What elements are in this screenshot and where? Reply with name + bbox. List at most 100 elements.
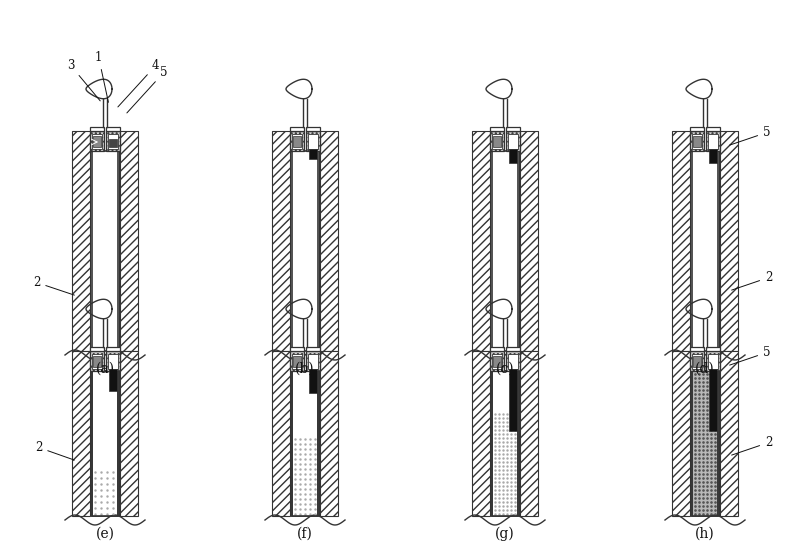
Bar xyxy=(106,127,120,131)
Bar xyxy=(492,371,518,516)
Polygon shape xyxy=(520,131,538,351)
Bar xyxy=(306,347,320,351)
Bar xyxy=(706,127,720,131)
Bar xyxy=(709,369,717,431)
Bar xyxy=(106,351,120,371)
Bar xyxy=(292,354,302,369)
Text: 5: 5 xyxy=(730,126,770,145)
Polygon shape xyxy=(272,131,290,351)
Bar xyxy=(690,347,704,351)
Bar xyxy=(493,356,501,367)
Bar xyxy=(90,131,104,151)
Text: 4: 4 xyxy=(118,59,159,107)
Bar xyxy=(92,151,118,351)
Bar xyxy=(290,351,304,371)
Bar xyxy=(490,347,504,351)
Polygon shape xyxy=(320,131,338,351)
Bar xyxy=(490,127,504,131)
Text: 2: 2 xyxy=(732,436,772,455)
Text: 2: 2 xyxy=(732,271,772,290)
Bar xyxy=(506,351,520,371)
Bar xyxy=(492,371,518,516)
Bar xyxy=(693,136,701,147)
Text: 2: 2 xyxy=(35,441,74,460)
Bar xyxy=(709,149,717,163)
Bar xyxy=(292,134,302,149)
Bar xyxy=(492,151,518,351)
Polygon shape xyxy=(720,131,738,351)
Polygon shape xyxy=(472,131,490,351)
Text: (d): (d) xyxy=(695,362,715,376)
Polygon shape xyxy=(120,131,138,351)
Bar xyxy=(293,356,301,367)
Bar xyxy=(708,134,718,149)
Bar xyxy=(306,127,320,131)
Bar xyxy=(92,371,118,516)
Bar xyxy=(509,149,517,163)
Polygon shape xyxy=(672,351,690,516)
Bar xyxy=(690,131,704,151)
Polygon shape xyxy=(720,351,738,516)
Polygon shape xyxy=(320,351,338,516)
Bar xyxy=(493,412,517,516)
Text: (a): (a) xyxy=(95,362,114,376)
Bar xyxy=(508,354,518,369)
Text: 5: 5 xyxy=(127,66,167,113)
Bar xyxy=(692,371,718,516)
Bar xyxy=(692,134,702,149)
Bar xyxy=(290,347,304,351)
Bar xyxy=(308,134,318,149)
Text: (h): (h) xyxy=(695,527,715,541)
Bar xyxy=(93,356,101,367)
Bar xyxy=(92,354,102,369)
Bar xyxy=(692,354,702,369)
Bar xyxy=(509,369,517,431)
Bar xyxy=(93,465,117,516)
Text: 3: 3 xyxy=(67,59,100,101)
Bar xyxy=(290,127,304,131)
Bar xyxy=(706,347,720,351)
Polygon shape xyxy=(520,351,538,516)
Bar xyxy=(706,351,720,371)
Bar xyxy=(293,436,317,516)
Bar xyxy=(93,136,101,147)
Polygon shape xyxy=(672,131,690,351)
Text: 2: 2 xyxy=(33,276,74,295)
Bar xyxy=(109,139,117,147)
Bar xyxy=(90,347,104,351)
Text: (e): (e) xyxy=(95,527,114,541)
Bar xyxy=(92,134,102,149)
Text: (c): (c) xyxy=(496,362,514,376)
Text: 5: 5 xyxy=(730,346,770,365)
Bar xyxy=(508,134,518,149)
Text: (g): (g) xyxy=(495,527,515,541)
Bar xyxy=(109,369,117,391)
Bar xyxy=(106,131,120,151)
Bar xyxy=(690,351,704,371)
Bar xyxy=(308,354,318,369)
Bar xyxy=(506,131,520,151)
Bar xyxy=(108,134,118,149)
Bar xyxy=(306,131,320,151)
Bar xyxy=(708,354,718,369)
Bar xyxy=(309,149,317,159)
Text: 1: 1 xyxy=(95,51,109,102)
Bar xyxy=(506,127,520,131)
Bar xyxy=(490,351,504,371)
Bar xyxy=(90,127,104,131)
Polygon shape xyxy=(272,351,290,516)
Bar xyxy=(506,347,520,351)
Bar xyxy=(692,371,718,516)
Bar xyxy=(693,371,717,516)
Bar xyxy=(292,371,318,516)
Bar xyxy=(106,347,120,351)
Bar xyxy=(492,134,502,149)
Polygon shape xyxy=(472,351,490,516)
Bar xyxy=(493,136,501,147)
Bar xyxy=(693,356,701,367)
Bar xyxy=(309,369,317,393)
Polygon shape xyxy=(72,351,90,516)
Polygon shape xyxy=(120,351,138,516)
Bar xyxy=(90,351,104,371)
Bar xyxy=(290,131,304,151)
